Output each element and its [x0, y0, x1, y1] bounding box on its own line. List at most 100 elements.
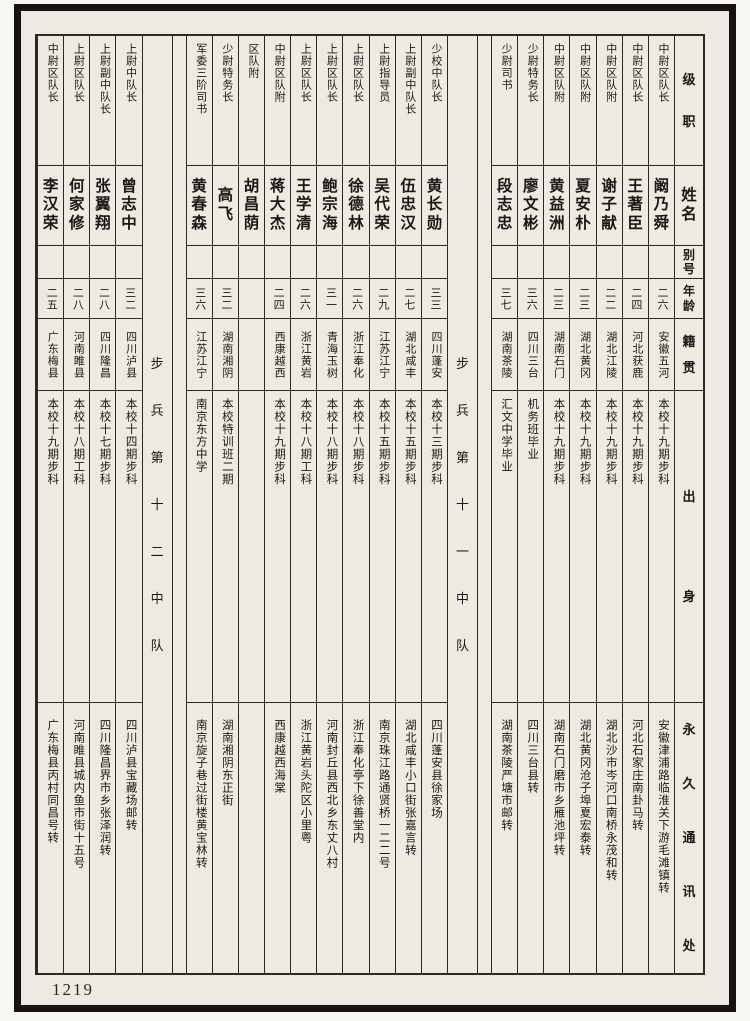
education-cell: 机务班毕业 [518, 391, 544, 703]
native-place-cell: 湖北江陵 [596, 319, 622, 391]
age-cell: 二九 [369, 279, 395, 319]
roster-column: 上尉区队长 鲍 宗 海 三一 青海玉树 本校十八期步科 河南封丘县西北乡东丈八村 [316, 36, 343, 973]
name-cell: 张 翼 翔 [90, 166, 116, 246]
name-cell: 廖 文 彬 [518, 166, 544, 246]
native-place-cell: 四川蓬安 [421, 319, 448, 391]
name-cell: 何 家 修 [64, 166, 90, 246]
age-cell: 二三 [570, 279, 596, 319]
alias-cell [186, 246, 212, 279]
native-place-cell: 西康越西 [265, 319, 291, 391]
name-cell: 谢 子 献 [596, 166, 622, 246]
address-cell: 湖南茶陵严塘市邮转 [500, 719, 513, 832]
age-cell: 二二 [596, 279, 622, 319]
education-cell: 本校十九期步科 [648, 391, 674, 703]
native-place-cell: 江苏江宁 [369, 319, 395, 391]
education-cell: 本校十八期工科 [64, 391, 90, 703]
age-cell: 三六 [186, 279, 212, 319]
roster-column: 中尉区队长 李 汉 荣 二五 广东梅县 本校十九期步科 广东梅县丙村同昌号转 [37, 36, 64, 973]
name-cell: 李 汉 荣 [38, 166, 64, 246]
address-cell [239, 703, 264, 973]
native-place-cell: 湖南湘阴 [212, 319, 238, 391]
alias-cell [648, 246, 674, 279]
age-cell: 三一 [317, 279, 343, 319]
native-place-cell: 青海玉树 [317, 319, 343, 391]
age-cell: 三二 [212, 279, 238, 319]
rank-cell: 上尉副中队长 [90, 36, 116, 166]
address-cell: 湖北黄冈沧子埠夏宏泰转 [578, 719, 591, 857]
rank-cell: 上尉区队长 [64, 36, 90, 166]
age-cell: 二八 [64, 279, 90, 319]
rank-cell: 少校中队长 [421, 36, 448, 166]
alias-cell [544, 246, 570, 279]
roster-column: 上尉指导员 吴 代 荣 二九 江苏江宁 本校十五期步科 南京珠江路通贤桥一二二号 [368, 36, 395, 973]
age-cell: 三六 [518, 279, 544, 319]
name-cell: 段 志 忠 [492, 166, 518, 246]
age-cell: 二五 [38, 279, 64, 319]
native-place-cell: 安徽五河 [648, 319, 674, 391]
roster-column: 军委三阶司书 黄 春 森 三六 江苏江宁 南京东方中学 南京旋子巷过街楼黄宝林转 [185, 36, 212, 973]
education-cell: 本校十七期步科 [90, 391, 116, 703]
education-cell: 本校特训班二期 [212, 391, 238, 703]
spacer-column [477, 36, 491, 973]
rank-cell: 中尉区队附 [596, 36, 622, 166]
alias-cell [116, 246, 142, 279]
roster-column: 上尉区队长 王 学 清 二六 浙江黄岩 本校十八期工科 浙江黄岩头陀区小里粤 [290, 36, 317, 973]
roster-column: 区队附 胡 昌 荫 [237, 36, 265, 973]
age-cell: 二四 [265, 279, 291, 319]
header-name-label: 姓 名 [675, 166, 703, 246]
address-cell: 南京珠江路通贤桥一二二号 [377, 719, 390, 869]
rank-cell: 上尉中队长 [116, 36, 142, 166]
native-place-cell: 广东梅县 [38, 319, 64, 391]
age-cell: 三二 [116, 279, 142, 319]
roster-column: 少校中队长 黄 长 勋 三三 四川蓬安 本校十三期步科 四川蓬安县徐家场 [420, 36, 448, 973]
age-cell: 二八 [90, 279, 116, 319]
name-cell: 胡 昌 荫 [238, 166, 265, 246]
name-cell: 徐 德 林 [343, 166, 369, 246]
address-cell: 四川隆昌界市乡张泽润转 [98, 719, 111, 857]
alias-cell [421, 246, 448, 279]
name-cell: 王 学 清 [291, 166, 317, 246]
native-place-cell: 江苏江宁 [186, 319, 212, 391]
education-cell: 本校十九期步科 [622, 391, 648, 703]
native-place-cell: 四川三台 [518, 319, 544, 391]
roster-column: 中尉区队附 谢 子 献 二二 湖北江陵 本校十九期步科 湖北沙市岑河口南桥永茂和… [595, 36, 622, 973]
education-cell: 本校十五期步科 [395, 391, 421, 703]
roster-column: 上尉副中队长 伍 忠 汉 二七 湖北咸丰 本校十五期步科 湖北咸丰小口街张嘉言转 [394, 36, 421, 973]
rank-cell: 区队附 [238, 36, 265, 166]
header-alias-label: 别 号 [675, 246, 703, 279]
page-number: 1219 [52, 980, 94, 999]
address-cell: 湖南湘阴东正街 [220, 719, 233, 807]
name-cell: 黄 长 勋 [421, 166, 448, 246]
rank-cell: 少尉特务长 [518, 36, 544, 166]
name-cell: 黄 益 洲 [544, 166, 570, 246]
address-cell: 四川泸县宝藏场邮转 [124, 719, 137, 832]
address-cell: 广东梅县丙村同昌号转 [46, 719, 59, 844]
alias-cell [596, 246, 622, 279]
rank-cell: 少尉特务长 [212, 36, 238, 166]
address-cell: 湖南石门磨市乡雁池坪转 [552, 719, 565, 857]
native-place-cell: 河南睢县 [64, 319, 90, 391]
address-cell: 南京旋子巷过街楼黄宝林转 [194, 719, 207, 869]
name-cell: 阚 乃 舜 [648, 166, 674, 246]
roster-column: 中尉区队附 黄 益 洲 二三 湖南石门 本校十九期步科 湖南石门磨市乡雁池坪转 [543, 36, 570, 973]
name-cell: 高 飞 [212, 166, 238, 246]
native-place-cell: 湖南石门 [544, 319, 570, 391]
roster-column: 上尉区队长 徐 德 林 二六 浙江奉化 本校十八期步科 浙江奉化亭下徐善堂内 [342, 36, 369, 973]
address-cell: 河南封丘县西北乡东丈八村 [325, 719, 338, 869]
education-cell: 本校十五期步科 [369, 391, 395, 703]
rank-cell: 中尉区队长 [622, 36, 648, 166]
roster-column: 上尉区队长 何 家 修 二八 河南睢县 本校十八期工科 河南睢县城内鱼市街十五号 [63, 36, 90, 973]
rank-cell: 中尉区队附 [544, 36, 570, 166]
alias-cell [291, 246, 317, 279]
address-cell: 四川三台县转 [526, 719, 539, 794]
native-place-cell: 湖南茶陵 [492, 319, 518, 391]
alias-cell [238, 246, 265, 279]
name-cell: 黄 春 森 [186, 166, 212, 246]
age-cell: 二四 [622, 279, 648, 319]
name-cell: 蒋 大 杰 [265, 166, 291, 246]
roster-column: 中尉区队长 王 著 臣 二四 河北获鹿 本校十九期步科 河北石家庄南卦马转 [621, 36, 648, 973]
age-cell: 二三 [544, 279, 570, 319]
empty-cell [173, 36, 186, 973]
age-cell: 三三 [421, 279, 448, 319]
rank-cell: 上尉区队长 [291, 36, 317, 166]
